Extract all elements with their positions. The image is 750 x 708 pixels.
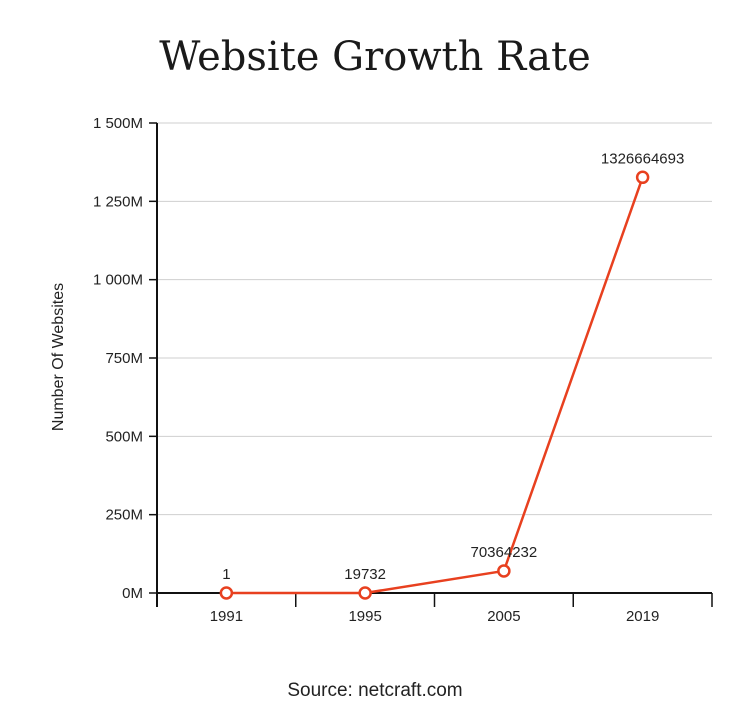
y-tick-label: 1 250M (93, 193, 143, 210)
data-labels: 1 19732 70364232 1326664693 (222, 150, 684, 583)
data-point (497, 564, 511, 578)
series-polyline (226, 176, 644, 595)
gridlines (157, 122, 712, 516)
data-label: 1326664693 (601, 150, 684, 167)
x-tick-label: 2005 (487, 608, 520, 625)
data-point (635, 170, 650, 185)
data-label: 19732 (344, 566, 386, 583)
y-axis-label: Number Of Websites (50, 283, 67, 431)
y-tick-label: 1 500M (93, 115, 143, 132)
y-tick-labels: 0M 250M 500M 750M 1 000M 1 250M 1 500M (93, 115, 143, 602)
x-tick-label: 1991 (210, 608, 243, 625)
data-points (219, 170, 650, 600)
y-tick-label: 1 000M (93, 272, 143, 289)
x-tick-label: 2019 (626, 608, 659, 625)
y-tick-label: 500M (105, 428, 143, 445)
chart-title: Website Growth Rate (159, 34, 590, 80)
x-tick-labels: 1991 1995 2005 2019 (210, 608, 660, 625)
data-point (219, 586, 234, 600)
data-label: 1 (222, 566, 230, 583)
series-line (226, 176, 644, 595)
y-tick-label: 250M (105, 507, 143, 524)
x-tick-label: 1995 (348, 608, 381, 625)
axes (149, 122, 713, 607)
data-point (358, 586, 372, 600)
source-note: Source: netcraft.com (287, 680, 462, 701)
data-label: 70364232 (471, 544, 538, 561)
y-tick-label: 750M (105, 350, 143, 367)
y-tick-label: 0M (122, 585, 143, 602)
